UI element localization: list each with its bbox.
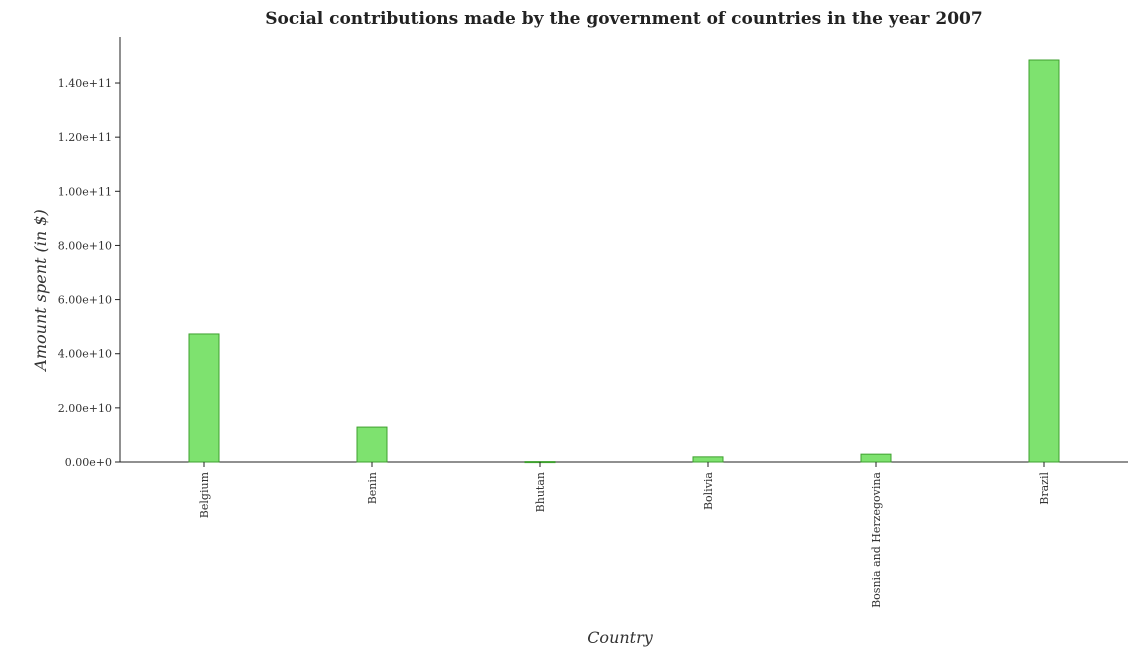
y-tick-label: 1.00e+11 (58, 185, 112, 198)
chart-title: Social contributions made by the governm… (265, 9, 982, 29)
y-tick-label: 0.00e+0 (65, 456, 112, 469)
x-tick-label: Brazil (1038, 472, 1051, 505)
x-tick-label: Bosnia and Herzegovina (870, 472, 883, 608)
x-tick-label: Benin (366, 472, 379, 504)
bar-belgium (188, 333, 220, 463)
y-tick-label: 1.20e+11 (58, 131, 112, 144)
bar-benin (356, 426, 388, 463)
x-axis-label: Country (587, 628, 654, 647)
y-tick-label: 1.40e+11 (58, 77, 112, 90)
plot-area: 0.00e+0 2.00e+10 4.00e+10 6.00e+10 8.00e+10 1… (58, 37, 1128, 608)
bar-bolivia (692, 456, 724, 463)
bar-brazil (1028, 59, 1060, 463)
y-tick-label: 2.00e+10 (58, 402, 112, 415)
x-tick-label: Belgium (198, 471, 211, 518)
x-tick-label: Bhutan (534, 472, 547, 512)
bar-bosnia-and-herzegovina (860, 453, 892, 463)
y-tick-label: 4.00e+10 (58, 348, 112, 361)
x-tick-label: Bolivia (702, 472, 715, 510)
y-tick-label: 8.00e+10 (58, 239, 112, 252)
y-tick-label: 6.00e+10 (58, 294, 112, 307)
y-axis-label: Amount spent (in $) (31, 209, 50, 372)
